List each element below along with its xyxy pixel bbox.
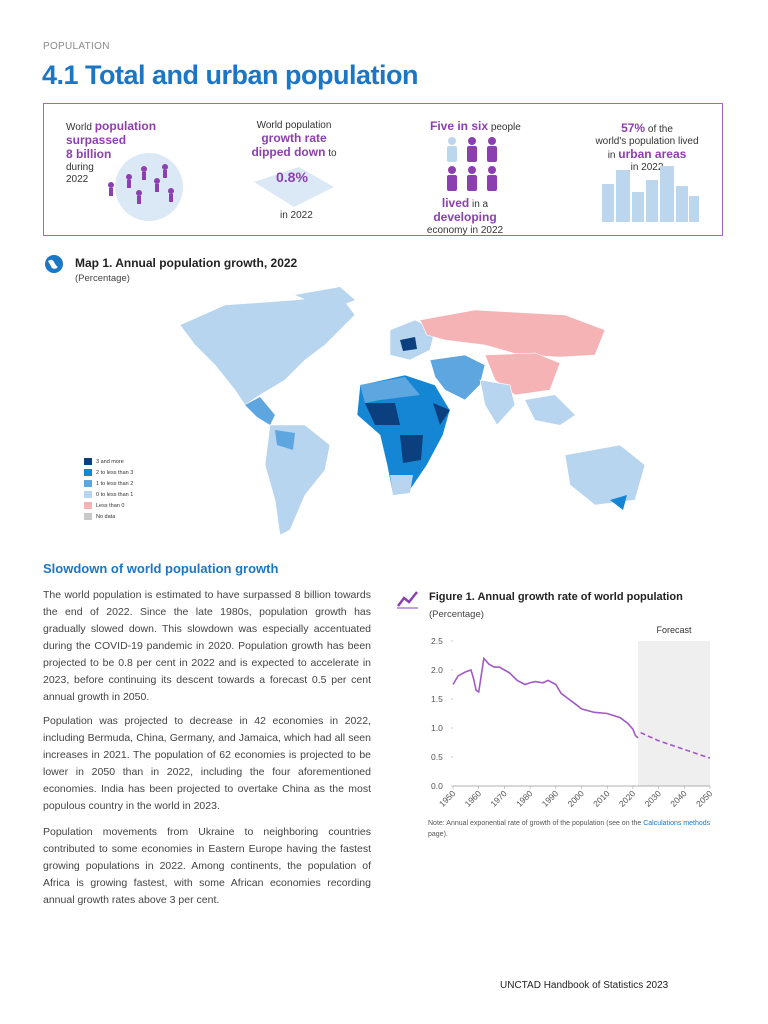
globe-icon	[108, 153, 183, 221]
info-emphasis: 8 billion	[66, 147, 112, 161]
section-kicker: POPULATION	[43, 41, 110, 52]
info-text: 2022	[66, 174, 89, 185]
info-emphasis: Five in six	[430, 119, 489, 133]
series-line	[452, 656, 639, 739]
legend-swatch	[84, 469, 92, 476]
note-link[interactable]: Calculations methods	[643, 820, 711, 827]
figure-title: Figure 1. Annual growth rate of world po…	[429, 591, 683, 603]
arrow-icon	[254, 167, 334, 207]
legend-label: 1 to less than 2	[96, 480, 134, 487]
info-text: world's population lived	[595, 136, 699, 147]
map-legend: 3 and more 2 to less than 3 1 to less than…	[84, 456, 133, 522]
info-item: lived in a developing economy in 2022	[422, 197, 508, 237]
paragraph: The world population is estimated to hav…	[43, 589, 371, 703]
info-text: in 2022	[280, 210, 313, 221]
info-text: in 2022	[630, 162, 664, 173]
info-emphasis: growth rate	[261, 131, 327, 145]
legend-label: 2 to less than 3	[96, 469, 134, 476]
legend-label: No data	[96, 513, 116, 520]
info-text: World	[66, 122, 92, 133]
legend-swatch	[84, 480, 92, 487]
x-tick-label: 2050	[694, 788, 715, 809]
legend-item: 3 and more	[84, 456, 133, 467]
y-tick-label: 0.0	[431, 781, 443, 791]
forecast-label: Forecast	[657, 625, 693, 635]
legend-item: 1 to less than 2	[84, 478, 133, 489]
info-emphasis: urban areas	[618, 147, 687, 161]
legend-label: 3 and more	[96, 458, 124, 465]
x-tick-label: 2010	[591, 788, 612, 809]
info-item: World population surpassed 8 billion dur…	[66, 120, 156, 186]
info-text: of the	[647, 124, 673, 135]
info-item: Five in six people	[430, 120, 521, 134]
info-emphasis: 57%	[621, 121, 646, 135]
section-heading: Slowdown of world population growth	[43, 561, 279, 576]
note-text: page).	[428, 831, 448, 838]
info-item: World population growth rate dipped down…	[249, 120, 339, 160]
info-text: people	[490, 122, 521, 133]
world-map	[179, 287, 646, 536]
x-tick-label: 1950	[437, 788, 458, 809]
info-emphasis: developing	[433, 210, 497, 224]
legend-swatch	[84, 458, 92, 465]
y-tick-label: 1.0	[431, 723, 443, 733]
map-subtitle: (Percentage)	[75, 273, 130, 284]
legend-item: No data	[84, 511, 133, 522]
note-text: Note: Annual exponential rate of growth …	[428, 820, 642, 827]
legend-item: 2 to less than 3	[84, 467, 133, 478]
info-text: to	[328, 148, 337, 159]
legend-swatch	[84, 491, 92, 498]
forecast-region	[638, 641, 710, 786]
footer: UNCTAD Handbook of Statistics 2023	[500, 980, 669, 991]
page-title: 4.1 Total and urban population	[42, 60, 419, 90]
x-tick-label: 2030	[643, 788, 664, 809]
info-text: World population	[256, 120, 332, 131]
city-icon	[602, 166, 699, 222]
y-tick-label: 2.5	[431, 636, 443, 646]
y-tick-label: 2.0	[431, 665, 443, 675]
x-tick-label: 1960	[463, 788, 484, 809]
x-tick-label: 1970	[488, 788, 509, 809]
paragraph: Population movements from Ukraine to nei…	[43, 826, 371, 906]
info-item: 57% of the world's population lived in u…	[592, 122, 702, 174]
info-text: during	[66, 162, 94, 173]
x-tick-label: 1980	[514, 788, 535, 809]
info-text: in	[607, 150, 616, 161]
figure-note: Note: Annual exponential rate of growth …	[428, 818, 728, 840]
legend-swatch	[84, 513, 92, 520]
y-tick-label: 0.5	[431, 752, 443, 762]
x-tick-label: 2000	[565, 788, 586, 809]
info-text: economy in 2022	[426, 225, 504, 236]
info-value: 0.8%	[276, 169, 308, 185]
infographic-box: World population surpassed 8 billion dur…	[43, 103, 723, 236]
info-emphasis: lived	[441, 196, 470, 210]
x-tick-label: 2020	[617, 788, 638, 809]
y-tick-label: 1.5	[431, 694, 443, 704]
paragraph: Population was projected to decrease in …	[43, 715, 371, 812]
info-emphasis: population	[94, 119, 157, 133]
series-line	[640, 731, 711, 759]
globe-symbol	[45, 255, 63, 273]
x-tick-label: 1990	[540, 788, 561, 809]
legend-item: Less than 0	[84, 500, 133, 511]
legend-swatch	[84, 502, 92, 509]
figure-subtitle: (Percentage)	[429, 609, 484, 620]
chart-icon	[397, 591, 418, 609]
legend-label: Less than 0	[96, 502, 125, 509]
info-emphasis: surpassed	[66, 133, 127, 147]
legend-item: 0 to less than 1	[84, 489, 133, 500]
info-text: in a	[472, 199, 489, 210]
people-icon	[447, 137, 497, 191]
legend-label: 0 to less than 1	[96, 491, 134, 498]
info-emphasis: dipped down	[251, 145, 326, 159]
x-tick-label: 2040	[668, 788, 689, 809]
map-title: Map 1. Annual population growth, 2022	[75, 256, 298, 270]
